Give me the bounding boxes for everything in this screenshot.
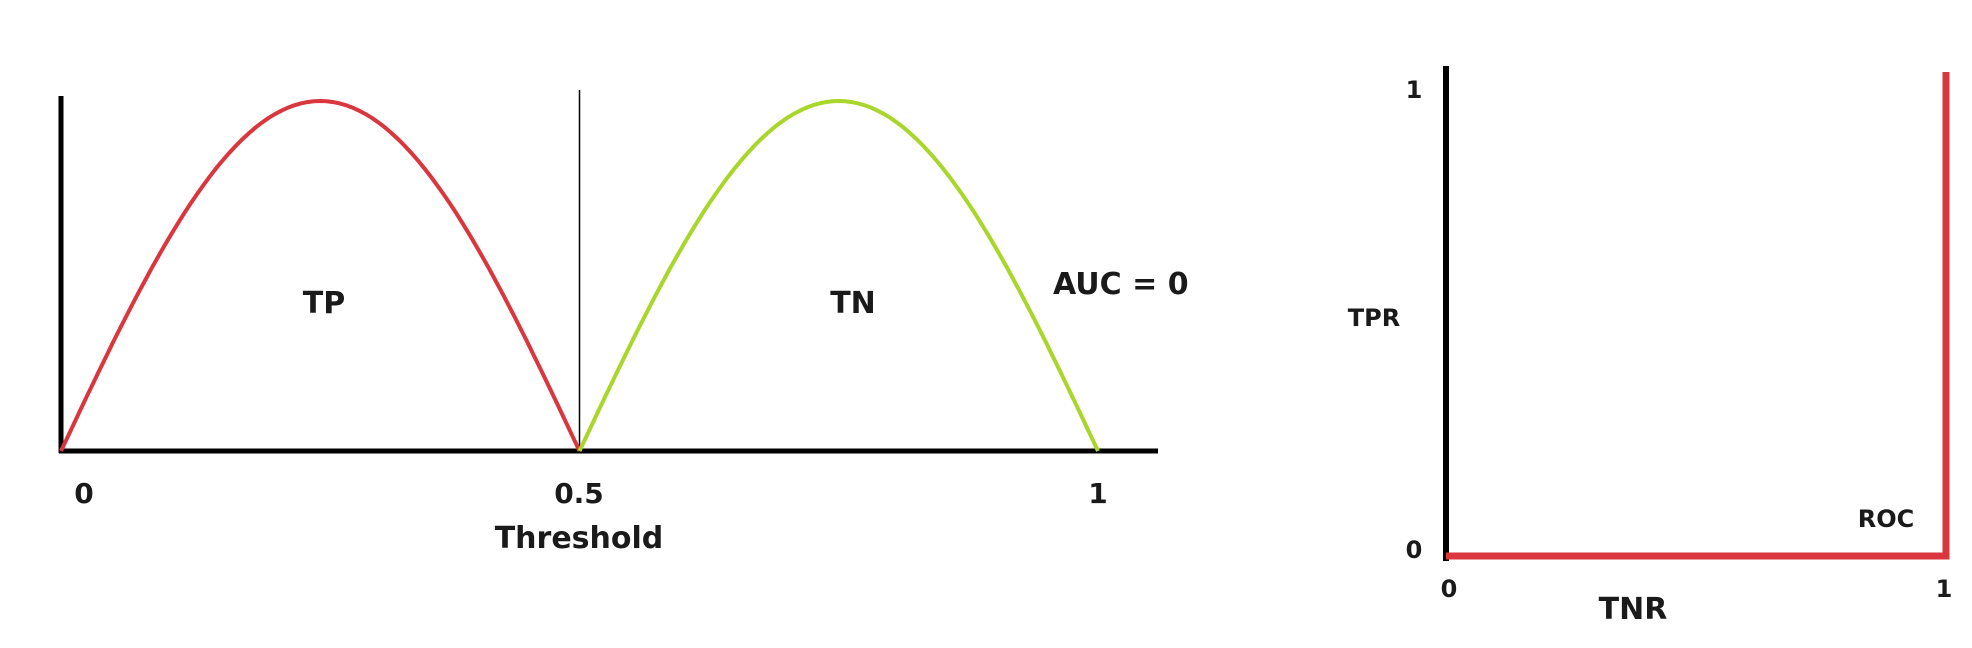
roc-x-tick-0: 0 (1441, 575, 1458, 603)
threshold-chart: TP TN AUC = 0 0 0.5 1 Threshold (58, 90, 1189, 556)
roc-y-tick-0: 0 (1406, 536, 1423, 564)
roc-y-label: TPR (1348, 304, 1400, 332)
roc-x-tick-1: 1 (1936, 575, 1953, 603)
roc-series-label: ROC (1858, 505, 1915, 533)
tn-curve (577, 98, 1100, 452)
threshold-x-label: Threshold (495, 521, 664, 556)
threshold-tick-1: 1 (1088, 477, 1107, 510)
roc-y-tick-1: 1 (1406, 76, 1423, 104)
series-label-tn: TN (830, 286, 876, 321)
auc-annotation: AUC = 0 (1053, 267, 1189, 302)
roc-curve (1446, 72, 1950, 560)
tp-curve (59, 98, 582, 452)
roc-chart: 1 0 0 1 TPR TNR ROC (1348, 66, 1953, 627)
threshold-tick-0-5: 0.5 (554, 477, 604, 510)
series-label-tp: TP (303, 286, 345, 321)
threshold-tick-0: 0 (74, 477, 93, 510)
roc-x-label: TNR (1599, 592, 1668, 627)
